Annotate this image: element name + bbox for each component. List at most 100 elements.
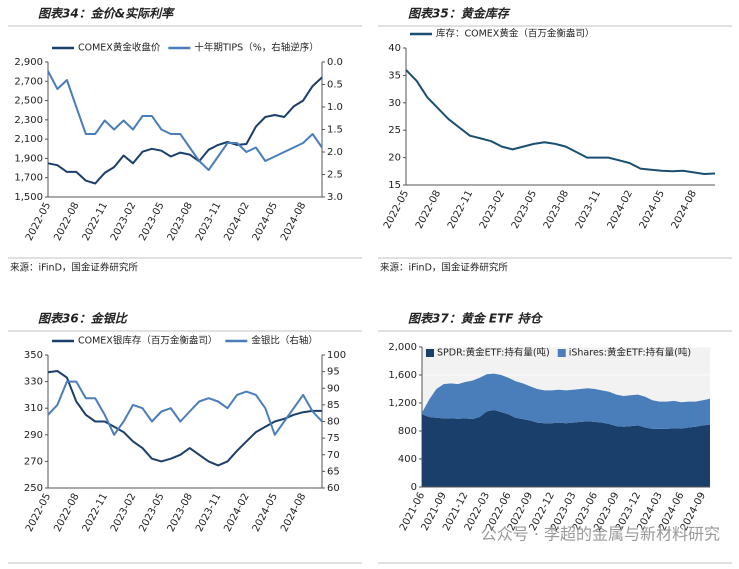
y-tick-label: 25 xyxy=(388,125,401,136)
y-tick-label: 2,300 xyxy=(14,115,43,126)
y-tick-label: 0 xyxy=(411,482,417,493)
x-tick-label: 2022-08 xyxy=(52,492,81,534)
x-tick-label: 2023-02 xyxy=(109,492,138,534)
panel-title: 图表35：黄金库存 xyxy=(408,7,511,21)
panel-title: 图表36：金银比 xyxy=(38,312,129,326)
x-tick-label: 2024-05 xyxy=(251,492,280,534)
x-tick-label: 2022-05 xyxy=(382,189,411,231)
y2-tick-label: 70 xyxy=(327,450,340,461)
area-series xyxy=(422,410,710,487)
x-tick-label: 2022-11 xyxy=(81,492,110,534)
y2-tick-label: 2.0 xyxy=(327,147,343,158)
x-tick-label: 2022-11 xyxy=(446,189,475,231)
legend-label: COMEX银库存（百万金衡盎司） xyxy=(78,335,217,347)
legend-label: SPDR:黄金ETF:持有量(吨) xyxy=(437,347,550,359)
panel-title: 图表34：金价&实际利率 xyxy=(38,7,175,21)
y2-tick-label: 0.0 xyxy=(327,57,343,68)
x-tick-label: 2024-08 xyxy=(279,201,308,243)
source-note: 来源：iFinD，国金证券研究所 xyxy=(10,262,138,274)
y-tick-label: 2,900 xyxy=(14,57,43,68)
y2-tick-label: 85 xyxy=(327,400,340,411)
x-tick-label: 2024-05 xyxy=(251,201,280,243)
x-tick-label: 2023-08 xyxy=(542,189,571,231)
y2-tick-label: 3.0 xyxy=(327,192,343,203)
legend-swatch xyxy=(557,349,566,357)
y2-tick-label: 75 xyxy=(327,433,340,444)
legend-label: COMEX黄金收盘价 xyxy=(78,42,161,54)
x-tick-label: 2024-08 xyxy=(279,492,308,534)
x-tick-label: 2023-11 xyxy=(574,189,603,231)
x-tick-label: 2024-08 xyxy=(670,189,699,231)
y-tick-label: 250 xyxy=(24,483,43,494)
chart-panel: 图表36：金银比来源：iFinD，国金证券研究所2502702903103303… xyxy=(8,312,362,569)
line-series xyxy=(47,380,323,436)
y-tick-label: 800 xyxy=(398,426,417,437)
y-tick-label: 35 xyxy=(388,70,401,81)
x-tick-label: 2024-02 xyxy=(606,189,635,231)
x-tick-label: 2023-11 xyxy=(194,201,223,243)
y-tick-label: 350 xyxy=(24,350,43,361)
y2-tick-label: 65 xyxy=(327,466,340,477)
y-tick-label: 2,000 xyxy=(388,342,417,353)
y-tick-label: 270 xyxy=(24,456,43,467)
y-tick-label: 1,600 xyxy=(388,370,417,381)
x-tick-label: 2023-02 xyxy=(478,189,507,231)
line-series xyxy=(47,370,322,467)
x-tick-label: 2022-08 xyxy=(52,201,81,243)
legend-label: 金银比（右轴） xyxy=(251,335,318,347)
x-tick-label: 2022-05 xyxy=(24,201,53,243)
x-tick-label: 2023-08 xyxy=(166,201,195,243)
y2-tick-label: 60 xyxy=(327,483,340,494)
x-tick-label: 2024-05 xyxy=(638,189,667,231)
legend-label: 十年期TIPS（%，右轴逆序） xyxy=(194,42,318,54)
y2-tick-label: 1.5 xyxy=(327,125,343,136)
x-tick-label: 2023-05 xyxy=(137,492,166,534)
y-tick-label: 1,900 xyxy=(14,153,43,164)
y-tick-label: 30 xyxy=(388,98,401,109)
x-tick-label: 2023-02 xyxy=(109,201,138,243)
source-note: 来源：iFinD，国金证券研究所 xyxy=(380,262,508,274)
x-tick-label: 2023-05 xyxy=(510,189,539,231)
y-tick-label: 15 xyxy=(388,180,401,191)
y-tick-label: 290 xyxy=(24,430,43,441)
watermark: 公众号 · 李超的金属与新材料研究 xyxy=(481,525,720,544)
x-tick-label: 2022-11 xyxy=(81,201,110,243)
y-tick-label: 20 xyxy=(388,153,401,164)
y-tick-label: 2,100 xyxy=(14,134,43,145)
x-tick-label: 2023-11 xyxy=(194,492,223,534)
y2-tick-label: 100 xyxy=(327,350,346,361)
panel-title: 图表37：黄金 ETF 持仓 xyxy=(408,312,544,326)
y-tick-label: 2,700 xyxy=(14,76,43,87)
y-tick-label: 330 xyxy=(24,377,43,388)
line-series xyxy=(47,76,323,185)
legend-swatch xyxy=(426,349,434,357)
x-tick-label: 2022-08 xyxy=(414,189,443,231)
y-tick-label: 310 xyxy=(24,403,43,414)
y-tick-label: 1,500 xyxy=(14,192,43,203)
x-tick-label: 2022-05 xyxy=(24,492,53,534)
y-tick-label: 1,200 xyxy=(388,398,417,409)
x-tick-label: 2024-02 xyxy=(222,201,251,243)
y2-tick-label: 90 xyxy=(327,383,340,394)
x-tick-label: 2024-02 xyxy=(222,492,251,534)
y-tick-label: 1,700 xyxy=(14,173,43,184)
y2-tick-label: 2.5 xyxy=(327,170,343,181)
y-tick-label: 40 xyxy=(388,43,401,54)
legend-label: iShares:黄金ETF:持有量(吨) xyxy=(569,347,691,359)
legend-label: 库存：COMEX黄金（百万金衡盎司） xyxy=(436,28,594,40)
y-tick-label: 2,500 xyxy=(14,96,43,107)
line-series xyxy=(47,70,323,171)
y2-tick-label: 1.0 xyxy=(327,102,343,113)
y-tick-label: 400 xyxy=(398,454,417,465)
area-series xyxy=(422,373,710,429)
y2-tick-label: 80 xyxy=(327,417,340,428)
y2-tick-label: 95 xyxy=(327,367,340,378)
x-tick-label: 2023-05 xyxy=(137,201,166,243)
y2-tick-label: 0.5 xyxy=(327,80,343,91)
line-series xyxy=(405,69,716,175)
x-tick-label: 2023-08 xyxy=(166,492,195,534)
